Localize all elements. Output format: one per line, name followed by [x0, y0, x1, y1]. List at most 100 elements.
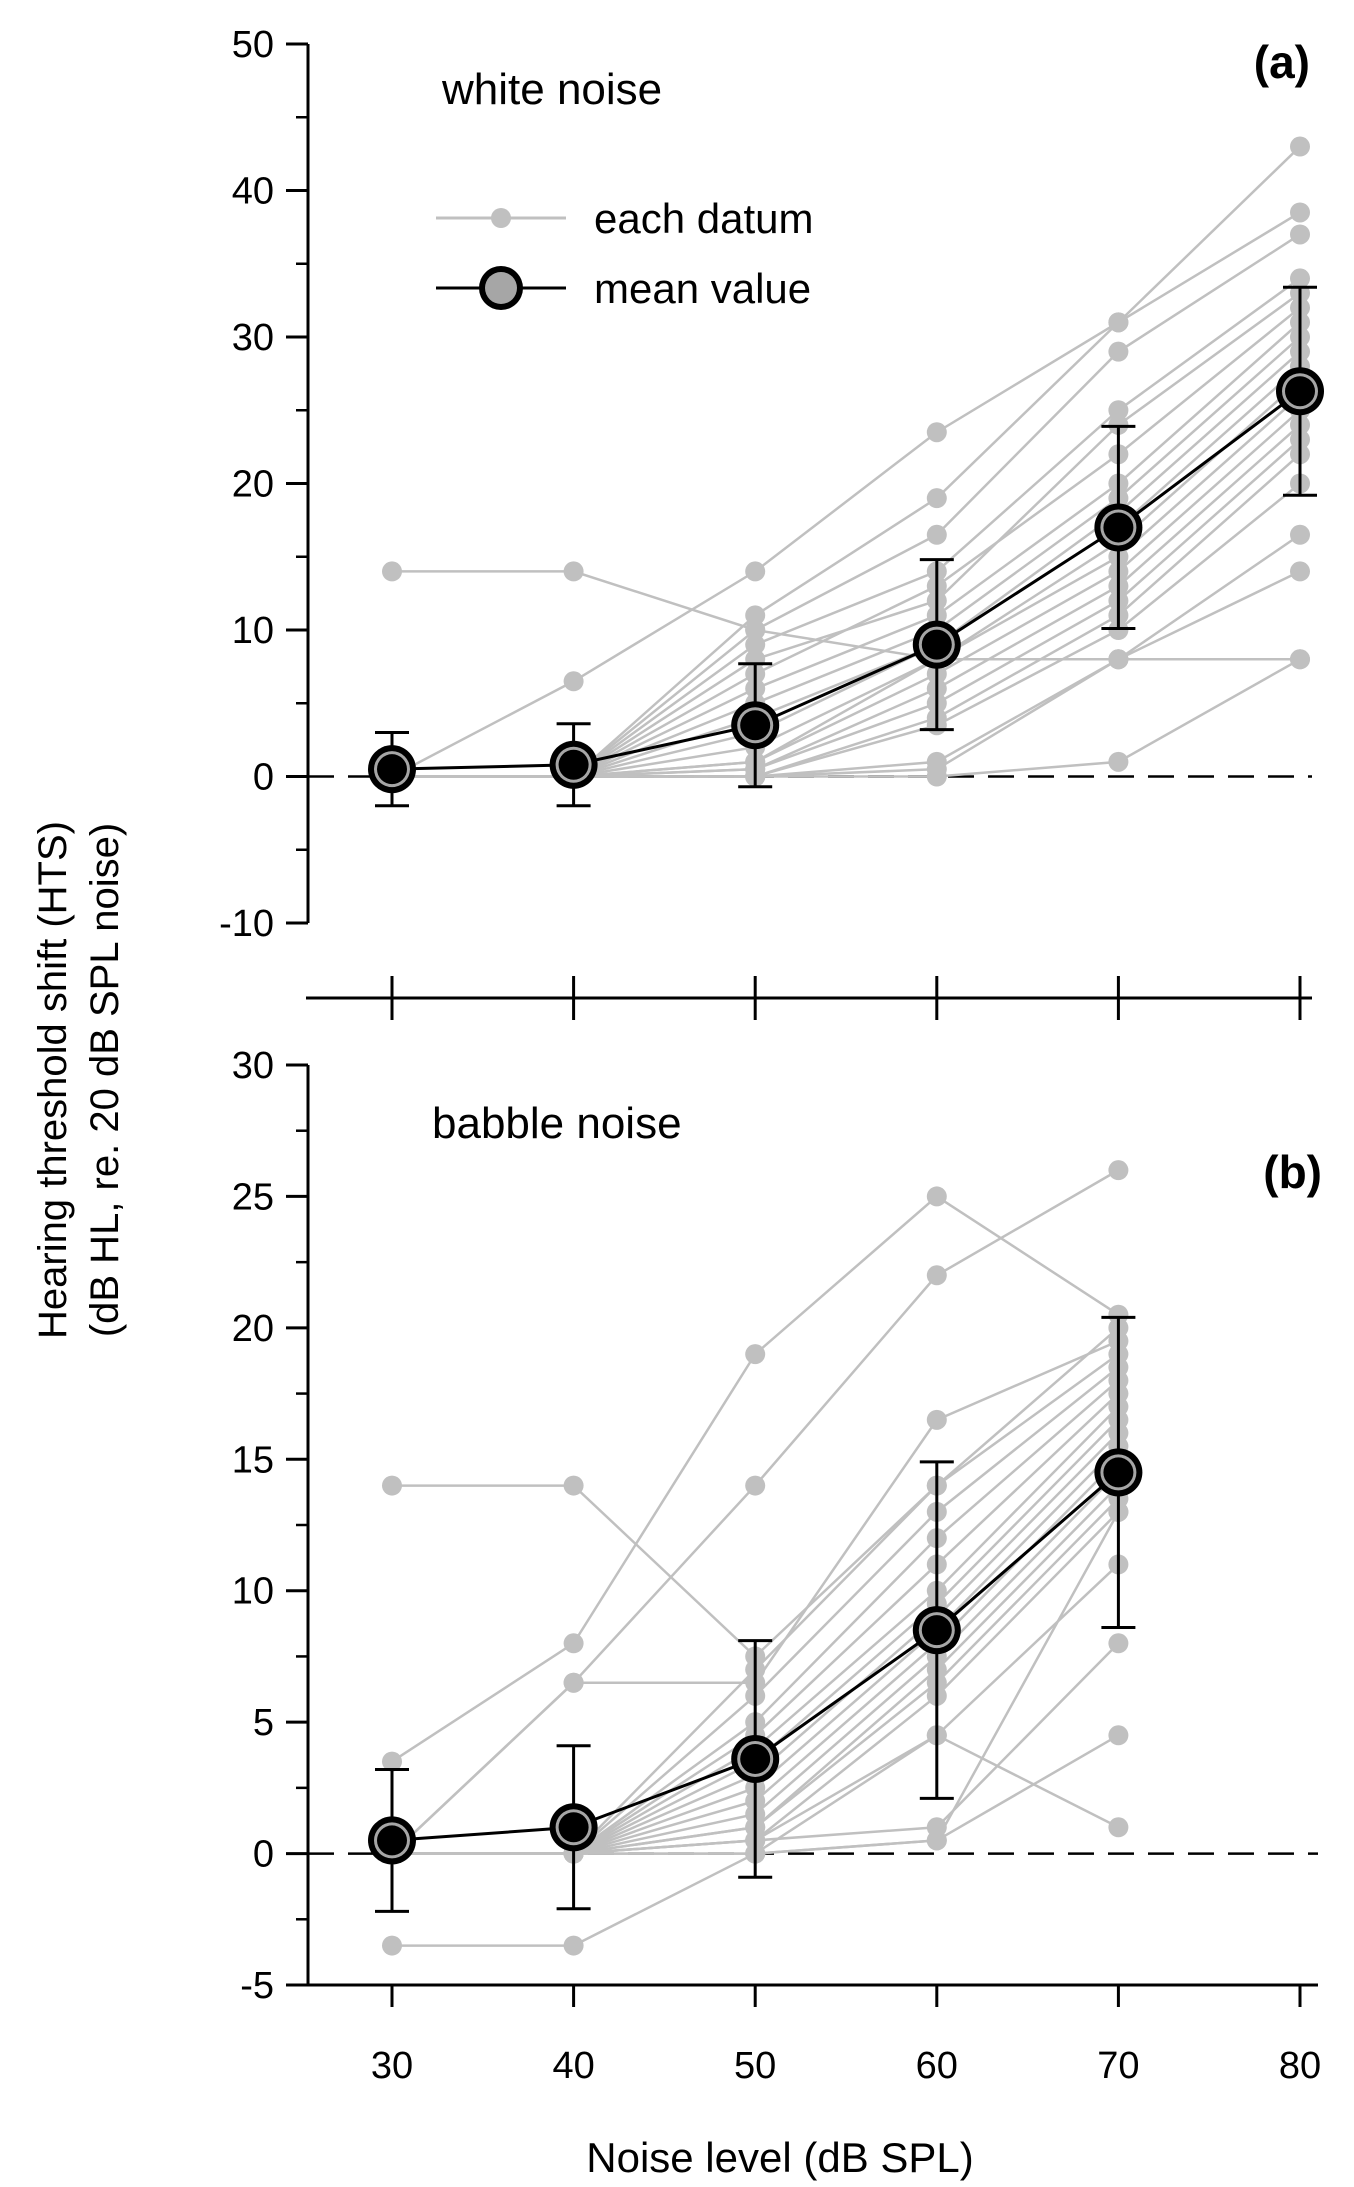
panel-a-y-tick-label-30: 30	[232, 317, 274, 359]
panel-b-subject-19-point-70	[1108, 1633, 1129, 1654]
panel-b-subject-22-point-60	[926, 1830, 947, 1851]
panel-a-subject-13-line	[392, 394, 1301, 778]
panel-a-subject-2-point-80	[1290, 136, 1310, 157]
panel-a-subject-4-point-70	[1108, 341, 1129, 362]
panel-b-subject-21-point-70	[1108, 1817, 1129, 1838]
panel-b-mean-core-60	[921, 1615, 952, 1646]
panel-b-subject-2-point-50	[745, 1344, 766, 1365]
panel-a-subject-5-line	[392, 277, 1301, 778]
panel-a-y-tick-label--10: -10	[219, 903, 274, 945]
panel-a-subject-4-point-50	[745, 620, 766, 640]
panel-b-y-tick-label-30: 30	[232, 1045, 274, 1087]
panel-b-subject-2-point-60	[926, 1186, 947, 1207]
panel-a-subject-4-point-80	[1290, 224, 1310, 245]
panel-a-subject-15-line	[392, 423, 1301, 778]
x-tick-label-50: 50	[734, 2045, 776, 2087]
panel-b-axes: -5 0 5 10 15 20 25 30	[232, 1045, 1318, 2007]
panel-b-y-tick-label-0: 0	[253, 1834, 274, 1876]
panel-a-subject-3-point-70	[1108, 312, 1129, 333]
legend-datum-label: each datum	[594, 195, 813, 242]
panel-b-subject-2-point-40	[563, 1633, 584, 1654]
panel-a-subject-21-point-80	[1290, 649, 1310, 670]
panel-a-subject-2-point-40	[563, 671, 584, 692]
x-tick-label-30: 30	[371, 2045, 413, 2087]
x-tick-label-70: 70	[1097, 2045, 1139, 2087]
panel-a-subject-1-line	[392, 570, 1300, 661]
panel-a-y-tick-label-0: 0	[253, 757, 274, 799]
panel-b-mean-core-30	[377, 1825, 407, 1856]
panel-a-y-tick-label-50: 50	[232, 24, 274, 66]
panel-b-y-tick-label-5: 5	[253, 1702, 274, 1744]
panel-a-subject-4-point-60	[926, 524, 947, 545]
panel-a-mean-core-30	[377, 754, 407, 785]
panel-b-subject-20-point-70	[1108, 1725, 1129, 1746]
panel-a-subject-2-point-60	[926, 422, 947, 443]
y-axis-label-line-2: (dB HL, re. 20 dB SPL noise)	[83, 823, 127, 1337]
legend: each datum mean value	[436, 195, 813, 312]
panel-b-mean-core-50	[740, 1743, 771, 1774]
panel-b-subject-1-point-40	[563, 1475, 584, 1496]
panel-a-subject-5-point-80	[1290, 268, 1310, 289]
panel-a-subject-5-point-70	[1108, 400, 1129, 421]
panel-a-subject-21-line	[392, 658, 1301, 778]
x-tick-labels: 30 40 50 60 70 80	[371, 2045, 1321, 2087]
panel-a-y-tick-label-10: 10	[232, 610, 274, 652]
panel-a-subject-1-point-40	[563, 561, 584, 582]
panel-a-mean-core-70	[1103, 512, 1134, 543]
panel-b-y-tick-label-10: 10	[232, 1571, 274, 1613]
panel-b-y-tick-label-15: 15	[232, 1439, 274, 1481]
panel-a-axes: -10 0 10 20 30 40 50	[219, 24, 1312, 1020]
panel-a-subject-2-point-50	[745, 561, 766, 582]
panel-a-subject-3-point-60	[926, 488, 947, 509]
panel-a-subject-21-point-70	[1108, 751, 1129, 772]
panel-a-subject-2-line	[391, 145, 1301, 778]
panel-b-y-tick-label--5: -5	[240, 1965, 274, 2007]
panel-a-mean-core-60	[921, 629, 952, 660]
panel-a-mean-line	[391, 390, 1301, 771]
panel-b-subject-22-point-40	[563, 1935, 584, 1956]
panel-a-mean-core-40	[558, 749, 589, 780]
x-tick-label-80: 80	[1279, 2045, 1321, 2087]
panel-a-subject-10-line	[392, 350, 1301, 778]
x-tick-label-60: 60	[916, 2045, 958, 2087]
panel-b-subject-3-point-50	[745, 1475, 766, 1496]
panel-a-subject-5-point-50	[745, 634, 766, 655]
panel-b-y-tick-label-20: 20	[232, 1308, 274, 1350]
panel-a-subject-20-point-70	[1108, 649, 1129, 670]
panel-a-subject-4-line	[392, 233, 1301, 778]
panel-a-y-tick-label-20: 20	[232, 464, 274, 506]
x-tick-label-40: 40	[552, 2045, 594, 2087]
legend-mean-label: mean value	[594, 265, 811, 312]
legend-mean-marker-ring	[485, 272, 517, 304]
panel-a-mean-core-50	[740, 710, 771, 741]
panel-b-babble-noise: -5 0 5 10 15 20 25 30 (b) babble noise	[232, 1045, 1322, 2007]
y-axis-label-line-1: Hearing threshold shift (HTS)	[31, 821, 75, 1339]
panel-b-mean-core-70	[1103, 1457, 1134, 1488]
panel-b-subject-2-point-70	[1108, 1304, 1129, 1325]
panel-a-y-tick-label-40: 40	[232, 171, 274, 213]
panel-a-mean-core-80	[1285, 376, 1315, 407]
panel-b-subject-1-point-30	[382, 1475, 402, 1496]
panel-a-subject-1-point-30	[382, 561, 402, 582]
x-axis-label: Noise level (dB SPL)	[586, 2134, 974, 2181]
panel-a-subject-3-point-80	[1290, 202, 1310, 223]
panel-a-mean-series	[368, 285, 1324, 808]
panel-a-subject-20-line	[392, 570, 1301, 778]
panel-a-tag: (a)	[1254, 36, 1310, 88]
panel-a-subject-21-point-60	[926, 766, 947, 787]
panel-a-individual-data	[382, 136, 1310, 787]
panel-a-white-noise: -10 0 10 20 30 40 50 (a) white noise each datu…	[219, 24, 1324, 1020]
panel-b-subject-2-point-30	[382, 1751, 402, 1772]
panel-b-tag: (b)	[1263, 1146, 1322, 1198]
panel-b-y-tick-label-25: 25	[232, 1176, 274, 1218]
panel-b-mean-series	[368, 1315, 1143, 1913]
legend-datum-marker	[491, 208, 511, 228]
panel-a-annotation: white noise	[441, 65, 662, 114]
panel-a-subject-20-point-80	[1290, 561, 1310, 582]
panel-a-subject-3-point-50	[745, 605, 766, 626]
panel-b-subject-22-point-30	[382, 1935, 402, 1956]
panel-b-subject-4-point-40	[563, 1672, 584, 1693]
panel-b-annotation: babble noise	[432, 1099, 682, 1148]
panel-b-subject-3-point-70	[1108, 1160, 1129, 1181]
